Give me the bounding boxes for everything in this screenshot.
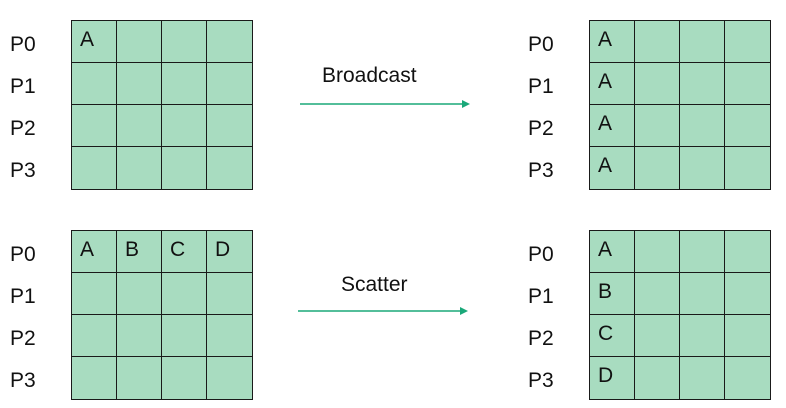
- grid-cell: [72, 273, 117, 315]
- grid-cell: [680, 105, 725, 147]
- grid-cell: B: [117, 231, 162, 273]
- grid-cell: [162, 63, 207, 105]
- broadcast-arrow: [300, 100, 470, 108]
- grid-cell: D: [590, 357, 635, 399]
- grid-cell: A: [72, 21, 117, 63]
- grid-cell: [725, 63, 770, 105]
- grid-cell: [162, 273, 207, 315]
- grid-cell: A: [590, 105, 635, 147]
- grid-cell: [162, 357, 207, 399]
- grid-cell: [680, 315, 725, 357]
- grid-cell: [117, 21, 162, 63]
- row-label-p3: P3: [10, 159, 36, 182]
- grid-cell: [207, 273, 252, 315]
- grid-cell: [725, 105, 770, 147]
- row-label-p1: P1: [10, 285, 36, 308]
- grid-cell: A: [590, 147, 635, 189]
- row-label-p1: P1: [528, 75, 554, 98]
- row-label-p0: P0: [528, 33, 554, 56]
- grid-cell: [117, 105, 162, 147]
- grid-cell: [207, 105, 252, 147]
- row-label-p3: P3: [528, 369, 554, 392]
- grid-cell: [117, 63, 162, 105]
- row-label-p3: P3: [528, 159, 554, 182]
- grid-cell: A: [590, 21, 635, 63]
- grid-cell: A: [72, 231, 117, 273]
- grid-cell: [635, 357, 680, 399]
- grid-cell: [680, 147, 725, 189]
- row-label-p2: P2: [528, 117, 554, 140]
- grid-cell: [635, 147, 680, 189]
- grid-cell: [635, 21, 680, 63]
- grid-cell: [207, 147, 252, 189]
- grid-cell: B: [590, 273, 635, 315]
- row-label-p0: P0: [528, 243, 554, 266]
- row-label-p1: P1: [528, 285, 554, 308]
- grid-cell: [680, 273, 725, 315]
- grid-cell: [117, 315, 162, 357]
- grid-cell: [680, 231, 725, 273]
- grid-cell: [680, 63, 725, 105]
- grid-cell: A: [590, 231, 635, 273]
- grid-cell: [725, 21, 770, 63]
- grid-cell: [635, 231, 680, 273]
- row-label-p2: P2: [10, 327, 36, 350]
- row-label-p1: P1: [10, 75, 36, 98]
- grid-cell: [207, 315, 252, 357]
- grid-cell: [72, 315, 117, 357]
- grid-cell: [635, 63, 680, 105]
- grid-cell: [207, 357, 252, 399]
- grid-cell: [72, 357, 117, 399]
- grid-cell: [117, 273, 162, 315]
- scatter-arrow: [298, 307, 468, 315]
- grid-cell: [162, 147, 207, 189]
- grid-cell: [725, 273, 770, 315]
- grid-cell: [725, 357, 770, 399]
- grid-cell: [72, 147, 117, 189]
- grid-cell: [680, 357, 725, 399]
- grid-cell: [635, 315, 680, 357]
- grid-cell: [207, 21, 252, 63]
- grid-cell: [725, 315, 770, 357]
- grid-cell: A: [590, 63, 635, 105]
- grid-cell: [162, 105, 207, 147]
- grid-cell: [635, 105, 680, 147]
- grid-cell: [117, 147, 162, 189]
- row-label-p2: P2: [528, 327, 554, 350]
- grid-cell: C: [590, 315, 635, 357]
- grid-cell: [117, 357, 162, 399]
- grid-cell: [207, 63, 252, 105]
- grid-cell: [72, 63, 117, 105]
- grid-cell: C: [162, 231, 207, 273]
- grid-cell: [680, 21, 725, 63]
- broadcast-label: Broadcast: [322, 64, 417, 87]
- row-label-p3: P3: [10, 369, 36, 392]
- grid-cell: [725, 147, 770, 189]
- row-label-p2: P2: [10, 117, 36, 140]
- grid-cell: [162, 21, 207, 63]
- row-label-p0: P0: [10, 243, 36, 266]
- row-label-p0: P0: [10, 33, 36, 56]
- grid-cell: [72, 105, 117, 147]
- grid-cell: D: [207, 231, 252, 273]
- grid-cell: [635, 273, 680, 315]
- grid-cell: [162, 315, 207, 357]
- scatter-label: Scatter: [341, 273, 408, 296]
- broadcast-before-grid: A: [71, 20, 253, 190]
- grid-cell: [725, 231, 770, 273]
